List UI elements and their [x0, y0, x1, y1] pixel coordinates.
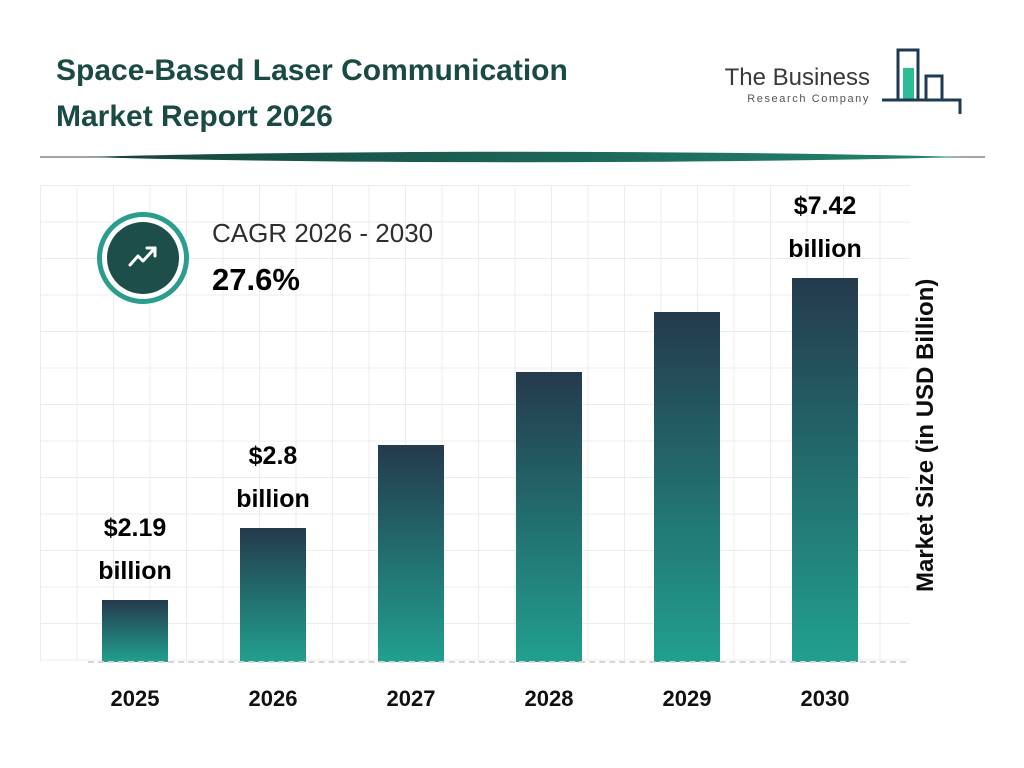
- page-title: Space-Based Laser Communication Market R…: [56, 48, 676, 139]
- bar: [792, 278, 858, 662]
- bar-group: $2.8 billion 2026: [198, 185, 348, 711]
- cagr-label: CAGR 2026 - 2030: [212, 218, 434, 248]
- bar-value-line: billion: [236, 485, 310, 513]
- company-logo: The Business Research Company: [725, 42, 966, 127]
- logo-subname: Research Company: [747, 93, 870, 105]
- bar-value-line: $7.42: [793, 192, 857, 220]
- trending-up-icon: [107, 222, 179, 294]
- bar-group: 2027: [336, 185, 486, 711]
- cagr-badge: [97, 212, 189, 304]
- company-logo-text: The Business Research Company: [725, 64, 870, 105]
- x-axis-baseline: [88, 661, 906, 663]
- page-title-line2: Market Report 2026: [56, 99, 333, 133]
- bar-chart-logo-icon: [874, 42, 966, 127]
- bar: [516, 372, 582, 662]
- x-axis-tick-label: 2026: [248, 686, 298, 711]
- bar-value-line: billion: [98, 557, 172, 585]
- x-axis-tick-label: 2025: [110, 686, 160, 711]
- page-title-line1: Space-Based Laser Communication: [56, 54, 568, 87]
- bar: [654, 312, 720, 662]
- bar-value-label: $7.42 billion: [788, 185, 862, 271]
- bar: [102, 600, 168, 662]
- bar: [378, 445, 444, 662]
- bar-group: 2029: [612, 185, 762, 711]
- x-axis-tick-label: 2027: [386, 686, 436, 711]
- y-axis-label: Market Size (in USD Billion): [912, 278, 939, 592]
- x-axis-tick-label: 2029: [662, 686, 712, 711]
- logo-name: The Business: [724, 64, 870, 91]
- x-axis-tick-label: 2028: [524, 686, 574, 711]
- bar-group: $7.42 billion 2030: [750, 185, 900, 711]
- bars: $2.19 billion 2025 $2.8 billion 2026 2027 2028 2…: [40, 185, 910, 711]
- x-axis-tick-label: 2030: [800, 686, 850, 711]
- bar-value-line: billion: [788, 235, 862, 263]
- bar-value-line: $2.8: [248, 442, 298, 470]
- bar-group: $2.19 billion 2025: [60, 185, 210, 711]
- bar-group: 2028: [474, 185, 624, 711]
- bar-value-label: $2.19 billion: [98, 507, 172, 593]
- divider-rule: [40, 148, 985, 166]
- bar-value-line: $2.19: [103, 514, 167, 542]
- bar: [240, 528, 306, 662]
- cagr-value: 27.6%: [212, 262, 300, 297]
- bar-value-label: $2.8 billion: [236, 435, 310, 521]
